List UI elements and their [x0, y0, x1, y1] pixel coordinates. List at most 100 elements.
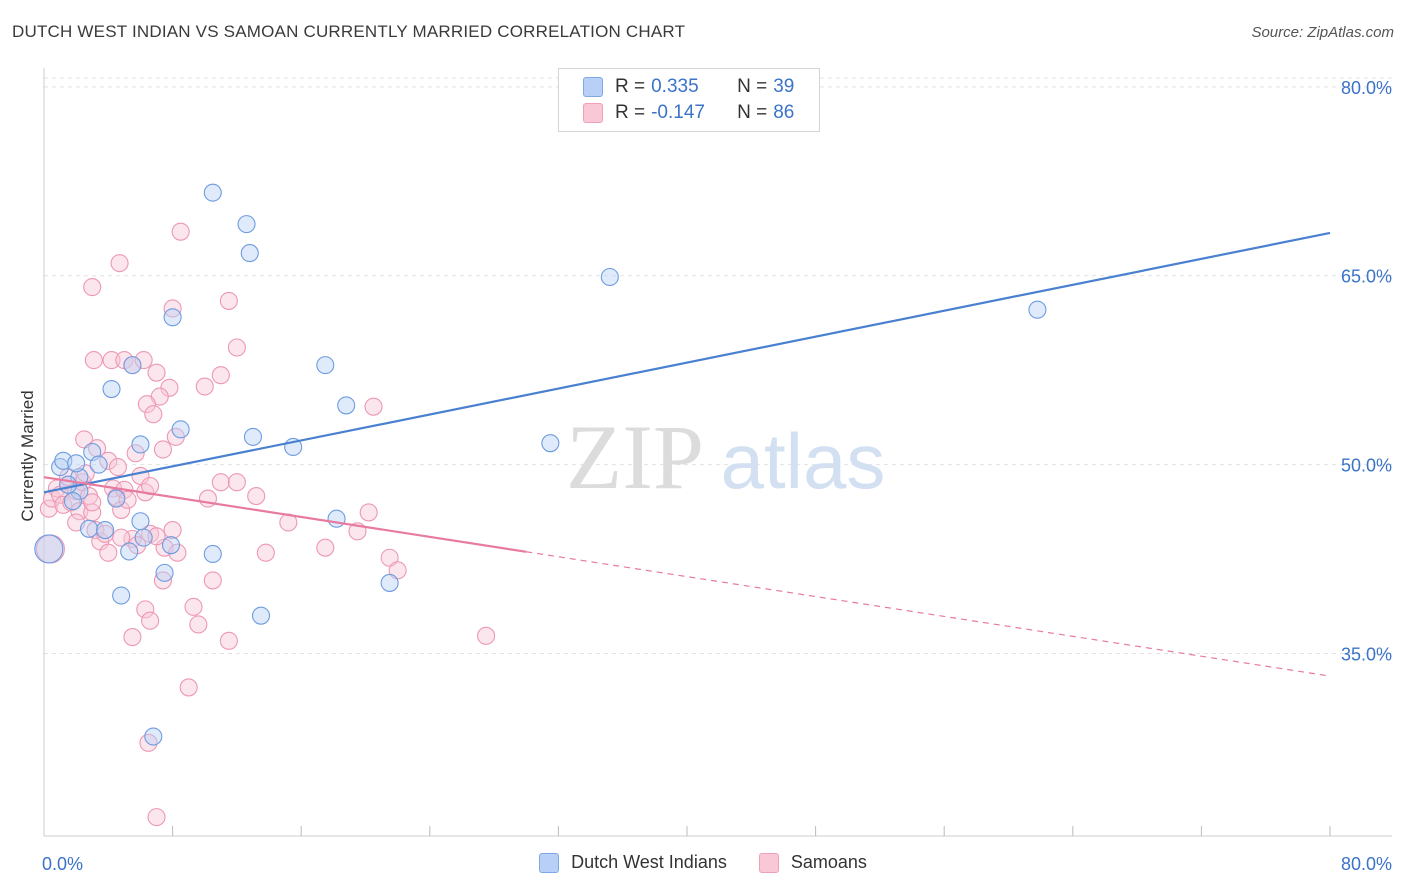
samoan-point	[219, 631, 238, 650]
legend-r-label: R =	[615, 76, 646, 97]
samoan-point	[153, 571, 173, 590]
source-label: Source: ZipAtlas.com	[1251, 24, 1394, 41]
samoan-point	[126, 444, 145, 463]
samoan-point	[477, 626, 496, 645]
dutch-west-indian-point	[144, 727, 163, 746]
dutch-west-indian-point	[163, 308, 182, 327]
dutch-west-indian-point	[327, 509, 346, 528]
dutch-west-indian-point	[134, 528, 153, 547]
samoan-trend	[43, 476, 527, 553]
dutch-west-indian-point	[171, 420, 190, 439]
samoan-point	[179, 678, 198, 697]
samoan-point	[86, 521, 105, 540]
samoan-point	[147, 363, 166, 382]
samoan-point	[153, 440, 173, 459]
x-tick-label: 0.0%	[42, 854, 83, 874]
dutch-west-indian-point	[203, 544, 222, 564]
series-swatch-blue	[539, 852, 560, 873]
dutch-west-indian-point	[337, 396, 356, 415]
dutch-west-indian-point	[112, 586, 131, 605]
legend-n-label: N =	[737, 102, 768, 123]
dutch-west-indian-point	[161, 536, 181, 555]
dutch-west-indian-point	[237, 215, 256, 234]
legend-n-value: 86	[773, 102, 795, 123]
samoan-point	[256, 543, 275, 562]
samoan-point	[134, 351, 153, 370]
dutch-west-indian-point	[203, 183, 222, 202]
samoan-point	[108, 458, 127, 477]
samoan-point	[70, 502, 89, 521]
tick-labels: 80.0% 65.0% 50.0% 35.0% 0.0% 80.0%	[42, 78, 1392, 874]
legend-r-label: R =	[615, 102, 646, 123]
samoan-point	[99, 543, 118, 562]
dutch-west-indian-point	[541, 434, 560, 453]
samoan-point	[247, 487, 266, 506]
samoan-points	[35, 222, 496, 827]
dutch-west-indian-point	[120, 542, 139, 561]
samoan-point	[171, 222, 190, 241]
dutch-west-indian-point	[1028, 300, 1047, 319]
legend-r-value: 0.335	[651, 76, 699, 97]
samoan-point	[137, 395, 156, 414]
samoan-point	[219, 291, 238, 310]
dutch-west-indian-point	[243, 427, 263, 446]
samoan-point	[136, 600, 155, 619]
y-tick-label: 65.0%	[1341, 267, 1392, 287]
chart-title: DUTCH WEST INDIAN VS SAMOAN CURRENTLY MA…	[12, 22, 686, 41]
dutch-west-indian-point	[131, 435, 150, 454]
axes	[43, 68, 1392, 837]
y-tick-label: 80.0%	[1341, 78, 1392, 98]
dutch-west-indian-point	[131, 512, 150, 531]
correlation-legend: R = 0.335 N = 39 R = -0.147 N = 86	[558, 68, 820, 132]
series-legend-samoans: Samoans	[758, 852, 867, 873]
samoan-point	[227, 338, 246, 357]
series-swatch-pink	[758, 852, 779, 873]
y-tick-label: 35.0%	[1341, 644, 1392, 664]
dutch-west-indian-point	[240, 244, 259, 263]
samoan-point	[139, 733, 158, 752]
legend-n-label: N =	[737, 76, 768, 97]
samoan-point	[227, 473, 246, 492]
dutch-west-indian-points	[34, 183, 1047, 746]
samoan-point	[189, 615, 208, 634]
y-tick-label: 50.0%	[1341, 456, 1392, 476]
dutch-west-indian-point	[96, 521, 115, 540]
samoan-point	[184, 597, 203, 616]
dutch-west-indian-point	[67, 454, 86, 473]
dutch-west-indian-trend	[43, 231, 1331, 494]
samoan-point	[102, 351, 121, 370]
dutch-west-indian-point	[63, 492, 82, 511]
gridlines	[44, 77, 1392, 654]
series-name: Samoans	[790, 852, 867, 872]
watermark: ZIP atlas	[566, 406, 885, 508]
legend-row-samoans: R = -0.147 N = 86	[583, 101, 794, 125]
series-legend-dutch-west-indians: Dutch West Indians	[539, 852, 727, 873]
series-legend: Dutch West Indians Samoans	[0, 852, 1406, 873]
samoan-point	[39, 499, 58, 518]
samoan-point	[316, 538, 335, 557]
dutch-west-indian-point	[107, 489, 126, 508]
samoan-point	[147, 527, 166, 546]
dutch-west-indian-point	[34, 534, 64, 564]
dutch-west-indian-point	[89, 455, 108, 474]
samoan-point	[83, 493, 102, 512]
watermark-zip: ZIP	[566, 406, 704, 508]
dutch-west-indian-point	[123, 356, 142, 375]
legend-swatch-blue	[583, 77, 603, 97]
dutch-west-indian-point	[251, 606, 271, 625]
samoan-point	[144, 405, 163, 424]
dutch-west-indian-point	[316, 356, 335, 375]
legend-r-value: -0.147	[651, 102, 705, 123]
samoan-point	[168, 543, 187, 562]
samoan-point	[195, 377, 214, 396]
legend-swatch-pink	[583, 103, 603, 123]
series-name: Dutch West Indians	[571, 852, 727, 872]
samoan-point	[84, 351, 103, 370]
samoan-point	[141, 611, 160, 630]
samoan-point	[364, 397, 383, 416]
samoan-point	[99, 451, 118, 470]
samoan-point	[147, 808, 166, 827]
samoan-point	[112, 528, 131, 547]
samoan-trend-extension	[526, 551, 1331, 677]
samoan-point	[112, 500, 131, 519]
